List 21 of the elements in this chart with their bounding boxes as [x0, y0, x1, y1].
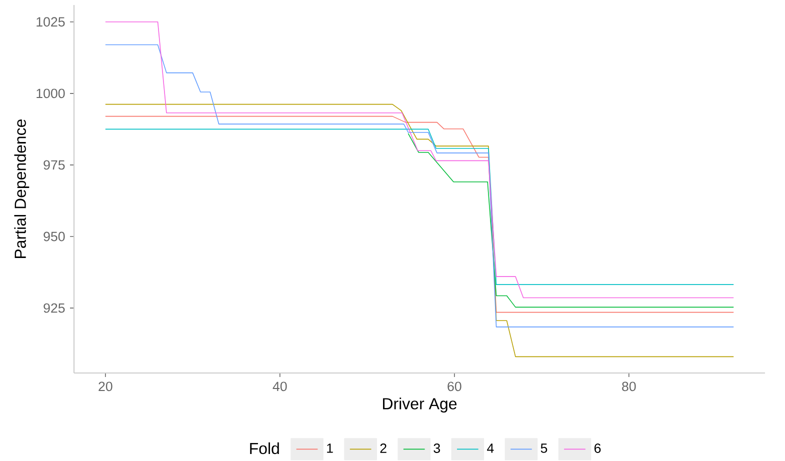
x-axis-title: Driver Age: [383, 398, 457, 413]
legend-label: 4: [487, 444, 494, 453]
y-tick-label: 950: [44, 232, 65, 242]
line-series: [105, 44, 734, 328]
legend-title: Fold: [250, 442, 279, 454]
y-tick-label: 975: [44, 160, 65, 170]
legend-label: 3: [434, 444, 440, 453]
legend-label: 1: [327, 444, 333, 453]
x-tick-label: 20: [98, 382, 112, 392]
x-tick-label: 80: [622, 382, 636, 392]
legend-label: 5: [540, 444, 548, 453]
legend-label: 6: [594, 444, 601, 453]
y-tick-label: 1000: [36, 88, 65, 98]
y-axis-title: Partial Dependence: [14, 119, 30, 258]
line-series: [105, 21, 734, 298]
x-tick-label: 40: [272, 382, 287, 392]
legend-label: 2: [380, 444, 386, 453]
x-tick-label: 60: [448, 382, 462, 392]
y-tick-label: 1025: [36, 17, 65, 27]
line-series: [408, 133, 734, 308]
y-tick-label: 925: [44, 303, 65, 313]
